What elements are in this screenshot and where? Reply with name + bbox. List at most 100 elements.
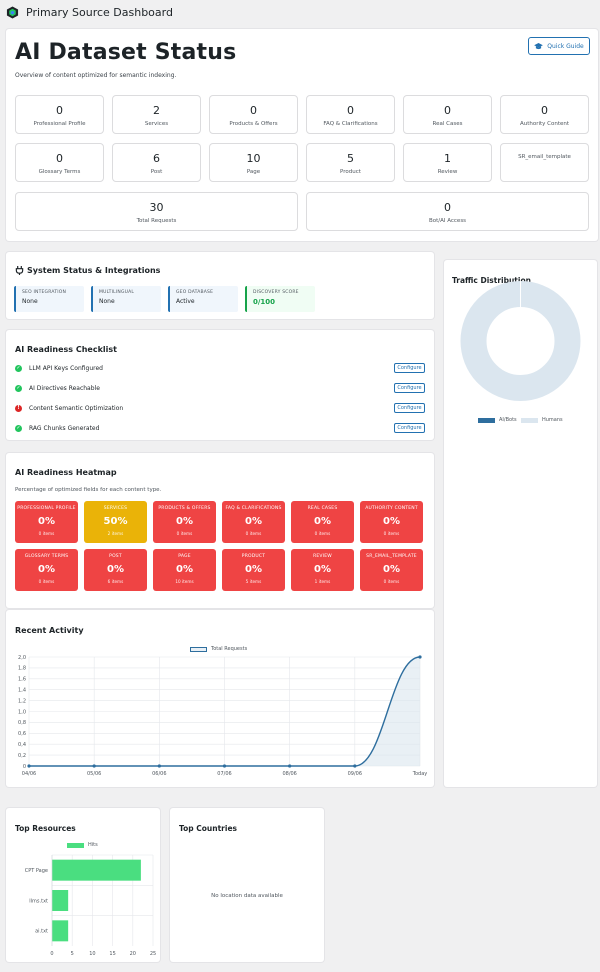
traffic-distribution-card: Traffic Distribution AI/Bots Humans: [444, 260, 597, 787]
app-header: Primary Source Dashboard: [6, 4, 173, 20]
activity-line-chart: 2,0 1,8 1,6 1,4 1,2 1,0 0,8 0,6 0,4 0,2 004/06 05/0…: [18, 655, 428, 777]
multilingual-status: MULTILINGUAL None: [91, 286, 161, 312]
stat-card-authority-content: 0 Authority Content: [500, 95, 589, 134]
system-status-card: System Status & Integrations SEO INTEGRA…: [6, 252, 434, 319]
bar-llms-txt: [52, 890, 69, 911]
activity-point: [27, 764, 31, 768]
stat-card-post: 6 Post: [112, 143, 201, 182]
stat-label: SR_email_template: [518, 154, 571, 160]
configure-button[interactable]: Configure: [394, 383, 425, 393]
heatmap-cell-items: 2 items: [107, 531, 124, 536]
bar-ai-txt: [52, 920, 69, 942]
stat-card-faq-clarifications: 0 FAQ & Clarifications: [306, 95, 395, 134]
checklist-item-label: AI Directives Reachable: [29, 384, 100, 392]
seo-integration-value: None: [22, 298, 38, 305]
countries-title: Top Countries: [179, 824, 237, 833]
check-circle-icon: ✓: [15, 424, 22, 432]
stat-label: Bot/AI Access: [428, 218, 467, 224]
stat-card-real-cases: 0 Real Cases: [403, 95, 492, 134]
geo-database-status: GEO DATABASE Active: [168, 286, 238, 312]
heatmap-cell-title: FAQ & CLARIFICATIONS: [225, 506, 282, 511]
checklist-item-label: RAG Chunks Generated: [29, 424, 100, 432]
stat-value: 6: [153, 152, 160, 165]
x-tick-label: 06/06: [152, 771, 166, 777]
discovery-score-value: 0/100: [253, 298, 276, 306]
bar-cpt-page: [52, 859, 141, 881]
stat-value: 1: [444, 152, 451, 165]
heatmap-cell-percent: 0%: [245, 516, 262, 527]
geo-database-key: GEO DATABASE: [176, 290, 214, 295]
geo-database-value: Active: [176, 298, 195, 305]
discovery-score-status: DISCOVERY SCORE 0/100: [245, 286, 315, 312]
x-tick-label: 5: [71, 951, 74, 957]
stat-label: Real Cases: [432, 121, 463, 127]
heatmap-cell-title: REAL CASES: [307, 506, 338, 511]
stat-value: 0: [444, 201, 451, 214]
heatmap-title: AI Readiness Heatmap: [15, 468, 117, 477]
x-tick-label: 04/06: [22, 771, 36, 777]
stat-label: Services: [144, 121, 169, 127]
stat-label: FAQ & Clarifications: [323, 121, 378, 127]
heatmap-cell-items: 0 items: [383, 579, 400, 584]
stat-value: 0: [541, 104, 548, 117]
configure-button[interactable]: Configure: [394, 403, 425, 413]
stat-value: 0: [250, 104, 257, 117]
check-circle-icon: ✓: [15, 364, 22, 372]
heatmap-cell-items: 6 items: [107, 579, 124, 584]
configure-button[interactable]: Configure: [394, 423, 425, 433]
activity-point: [288, 764, 292, 768]
x-tick-label: Today: [412, 771, 428, 777]
x-tick-label: 25: [150, 951, 156, 957]
configure-button[interactable]: Configure: [394, 363, 425, 373]
traffic-title: Traffic Distribution: [452, 276, 531, 285]
page-subtitle: Overview of content optimized for semant…: [15, 72, 177, 79]
heatmap-cell-product: PRODUCT 0% 5 items: [222, 549, 285, 591]
resources-legend-swatch: [67, 842, 84, 848]
multilingual-key: MULTILINGUAL: [99, 290, 135, 295]
stat-label: Products & Offers: [229, 121, 278, 127]
activity-legend-swatch: [190, 646, 207, 652]
heatmap-cell-authority-content: AUTHORITY CONTENT 0% 0 items: [360, 501, 423, 543]
checklist-item-label: LLM API Keys Configured: [29, 364, 103, 372]
heatmap-cell-title: PAGE: [178, 554, 191, 559]
quick-guide-button[interactable]: Quick Guide: [528, 37, 590, 55]
stat-card-products-offers: 0 Products & Offers: [209, 95, 298, 134]
activity-point: [92, 764, 96, 768]
stat-label: Total Requests: [136, 218, 177, 224]
y-tick-label: llms.txt: [29, 898, 48, 904]
heatmap-cell-items: 0 items: [176, 531, 193, 536]
stat-card-sr-email-template: SR_email_template: [500, 143, 589, 182]
heatmap-cell-faq-clarifications: FAQ & CLARIFICATIONS 0% 0 items: [222, 501, 285, 543]
activity-point: [418, 655, 422, 659]
heatmap-subtitle: Percentage of optimized fields for each …: [15, 487, 162, 493]
heatmap-cell-items: 5 items: [245, 579, 262, 584]
countries-empty-message: No location data available: [211, 893, 283, 899]
check-circle-icon: ✓: [15, 384, 22, 392]
stat-value: 10: [246, 152, 261, 165]
heatmap-cell-title: SERVICES: [103, 506, 128, 511]
humans-legend-swatch: [521, 417, 538, 423]
heatmap-cell-percent: 0%: [176, 516, 193, 527]
checklist-item-rag-chunks-generated: ✓ RAG Chunks Generated Configure: [15, 421, 425, 435]
heatmap-cell-percent: 0%: [245, 564, 262, 575]
bots-legend-label: AI/Bots: [499, 417, 517, 423]
multilingual-value: None: [99, 298, 115, 305]
heatmap-cell-glossary-terms: GLOSSARY TERMS 0% 0 items: [15, 549, 78, 591]
y-tick-label: 1,0: [18, 709, 26, 715]
y-tick-label: 1,4: [18, 688, 26, 694]
seo-integration-key: SEO INTEGRATION: [22, 290, 67, 295]
stat-value: 2: [153, 104, 160, 117]
x-tick-label: 09/06: [348, 771, 362, 777]
stat-card-page: 10 Page: [209, 143, 298, 182]
top-resources-card: Top Resources Hits 0 5 10 15 20 25 CPT Page llm…: [6, 808, 160, 962]
bots-legend-swatch: [478, 417, 495, 423]
humans-legend-label: Humans: [542, 417, 563, 423]
error-circle-icon: !: [15, 404, 22, 412]
y-tick-label: 0,4: [18, 742, 26, 748]
heatmap-cell-services: SERVICES 50% 2 items: [84, 501, 147, 543]
y-tick-label: CPT Page: [25, 868, 48, 874]
top-countries-card: Top Countries No location data available: [170, 808, 324, 962]
heatmap-cell-title: PROFESSIONAL PROFILE: [17, 506, 76, 511]
stat-card-professional-profile: 0 Professional Profile: [15, 95, 104, 134]
activity-area: [29, 657, 420, 766]
